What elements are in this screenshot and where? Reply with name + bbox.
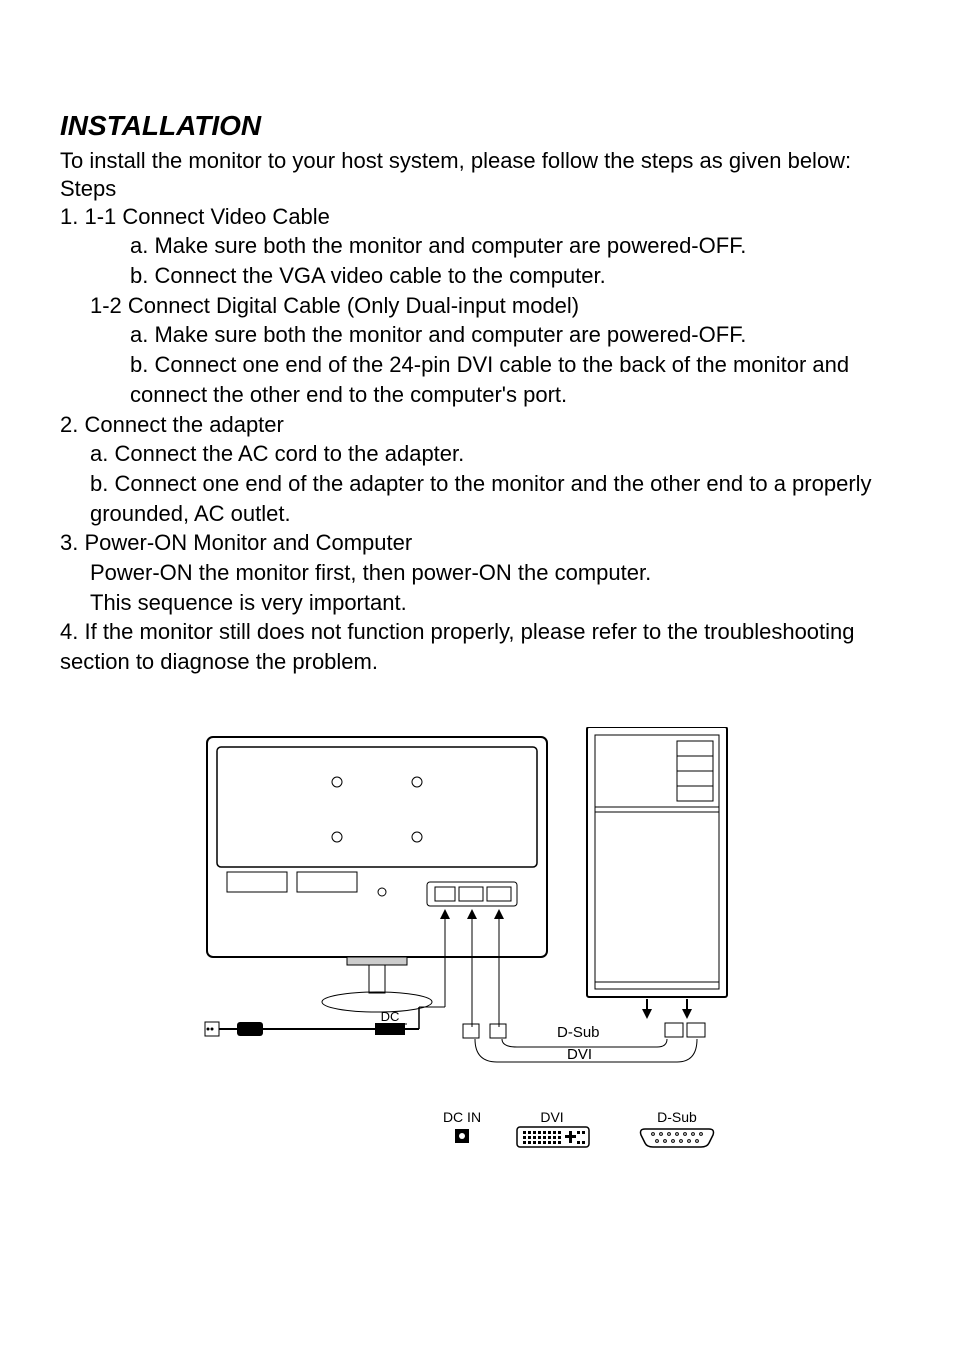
intro-text: To install the monitor to your host syst… (60, 146, 894, 176)
pc-tower-drawing (587, 727, 727, 1037)
page-title: INSTALLATION (60, 110, 894, 142)
step-1-2-a: a. Make sure both the monitor and comput… (130, 320, 894, 350)
step-1-b: b. Connect the VGA video cable to the co… (130, 261, 894, 291)
step-1-heading: Connect Video Cable (122, 204, 330, 229)
figure-container: DC D-Sub DVI (60, 727, 894, 1177)
step-2-a: a. Connect the AC cord to the adapter. (90, 439, 894, 469)
dc-label: DC (381, 1009, 400, 1024)
power-adapter-drawing (205, 909, 450, 1036)
step-1-2: 1-2 Connect Digital Cable (Only Dual-inp… (90, 291, 894, 321)
installation-diagram: DC D-Sub DVI (197, 727, 757, 1177)
step-4: 4. If the monitor still does not functio… (60, 617, 894, 676)
step-1-a: a. Make sure both the monitor and comput… (130, 231, 894, 261)
step-1-prefix: 1. 1-1 (60, 204, 116, 229)
step-1-2-heading: Connect Digital Cable (Only Dual-input m… (128, 293, 579, 318)
step-1-2-prefix: 1-2 (90, 293, 122, 318)
step-4-prefix: 4. (60, 619, 78, 644)
connector-row: DC IN DVI D-Sub (443, 1109, 714, 1147)
step-3-prefix: 3. (60, 530, 78, 555)
step-3: 3. Power-ON Monitor and Computer (60, 528, 894, 558)
step-1: 1. 1-1 Connect Video Cable (60, 202, 894, 232)
step-2-prefix: 2. (60, 412, 78, 437)
step-4-text: If the monitor still does not function p… (60, 619, 855, 674)
step-3-line1: Power-ON the monitor first, then power-O… (90, 558, 894, 588)
dsub-label: D-Sub (557, 1024, 600, 1041)
steps-label: Steps (60, 176, 894, 202)
step-1-2-b: b. Connect one end of the 24-pin DVI cab… (130, 350, 894, 409)
monitor-drawing (207, 737, 547, 1012)
dc-in-label: DC IN (443, 1109, 481, 1125)
step-2: 2. Connect the adapter (60, 410, 894, 440)
step-2-b: b. Connect one end of the adapter to the… (90, 469, 894, 528)
step-3-heading: Power-ON Monitor and Computer (84, 530, 412, 555)
dsub-connector-label: D-Sub (657, 1109, 697, 1125)
dvi-label: DVI (567, 1046, 592, 1063)
dvi-connector-label: DVI (540, 1109, 563, 1125)
step-2-heading: Connect the adapter (84, 412, 283, 437)
page: INSTALLATION To install the monitor to y… (0, 0, 954, 1352)
step-3-line2: This sequence is very important. (90, 588, 894, 618)
